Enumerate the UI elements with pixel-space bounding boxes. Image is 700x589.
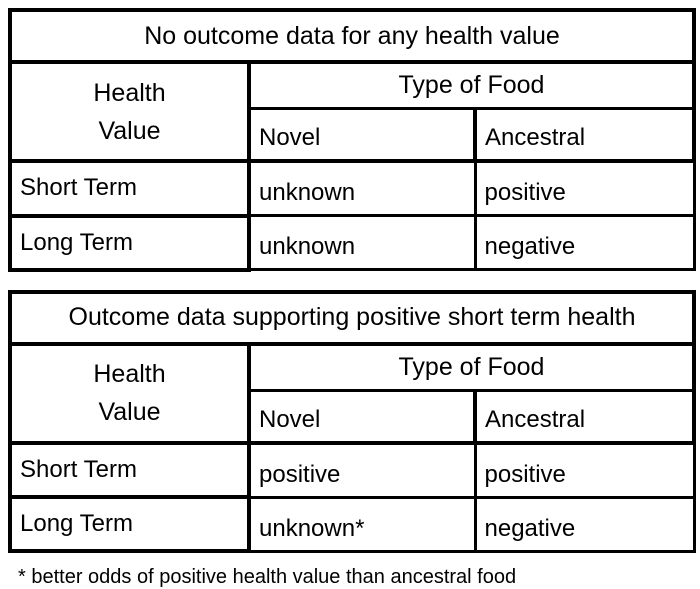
column-header-ancestral: Ancestral	[472, 388, 697, 445]
table-row: Outcome data supporting positive short t…	[7, 289, 697, 346]
health-value-line2: Value	[98, 398, 161, 426]
table-row: No outcome data for any health value	[8, 8, 696, 64]
column-header-novel: Novel	[247, 388, 477, 445]
footnote: * better odds of positive health value t…	[18, 566, 517, 588]
table-row: Novel Ancestral	[10, 107, 696, 163]
table-outcome-data-positive: Outcome data supporting positive short t…	[7, 289, 697, 553]
health-value-header: Health Value	[8, 341, 251, 445]
type-of-food-header: Type of Food	[247, 60, 696, 110]
table-row: Short Term positive positive	[8, 440, 696, 499]
table-row: Long Term unknown negative	[8, 213, 696, 272]
column-header-ancestral: Ancestral	[473, 107, 696, 163]
row-label-short-term: Short Term	[8, 159, 251, 218]
health-value-line1: Health	[93, 78, 166, 107]
cell-short-term-ancestral: positive	[473, 159, 696, 217]
table-row: Health Value Type of Food	[8, 341, 697, 445]
table-title: Outcome data supporting positive short t…	[7, 289, 697, 346]
table-title: No outcome data for any health value	[8, 8, 696, 64]
health-value-line1: Health	[93, 360, 166, 388]
cell-long-term-novel: unknown	[247, 214, 477, 271]
cell-long-term-ancestral: negative	[473, 214, 696, 271]
health-value-line2: Value	[98, 116, 161, 145]
table-row: Long Term unknown* negative	[8, 495, 696, 553]
cell-short-term-ancestral: positive	[473, 441, 696, 499]
cell-short-term-novel: unknown	[247, 159, 477, 217]
health-value-header: Health Value	[8, 60, 251, 163]
cell-long-term-novel: unknown*	[247, 495, 477, 553]
table-no-outcome-data: No outcome data for any health value Hea…	[8, 8, 696, 272]
cell-short-term-novel: positive	[247, 441, 477, 499]
cell-long-term-ancestral: negative	[473, 495, 696, 553]
row-label-long-term: Long Term	[8, 213, 251, 272]
column-header-novel: Novel	[247, 107, 477, 163]
row-label-short-term: Short Term	[8, 440, 251, 499]
table-row: Health Value Type of Food	[8, 60, 696, 163]
type-of-food-header: Type of Food	[246, 341, 697, 392]
row-label-long-term: Long Term	[8, 495, 251, 553]
table-row: Short Term unknown positive	[8, 159, 696, 218]
table-row: Novel Ancestral	[10, 388, 697, 445]
